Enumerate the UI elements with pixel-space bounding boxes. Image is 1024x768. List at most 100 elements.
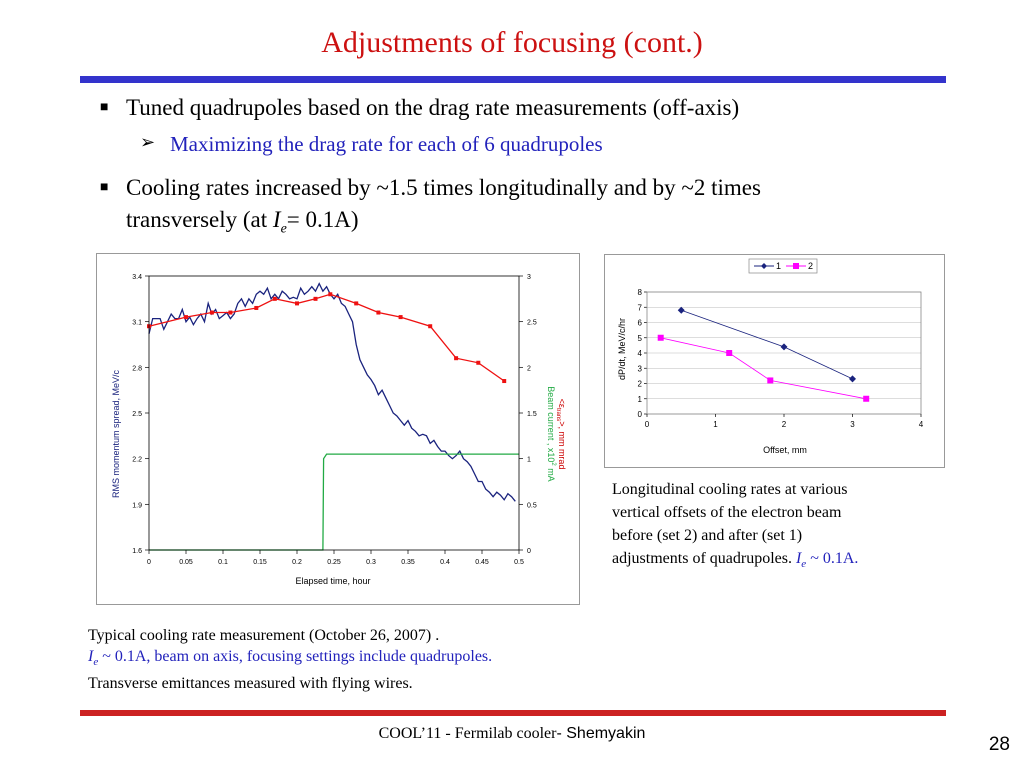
data-point [476, 360, 481, 365]
x-tick-label: 0.45 [475, 559, 489, 566]
y-axis-label: RMS momentum spread, MeV/c [111, 369, 121, 498]
bullet-2-line1: Cooling rates increased by ~1.5 times lo… [126, 175, 761, 200]
caption-r-line-4-text: adjustments of quadrupoles. [612, 550, 796, 567]
y2-tick-label: 0 [527, 548, 531, 555]
y-tick-label: 8 [638, 288, 643, 297]
caption-current-subscript: e [93, 656, 99, 669]
y-tick-label: 2.2 [132, 457, 142, 464]
footer-author: - Shemyakin [556, 725, 646, 742]
y2-tick-label: 1 [527, 457, 531, 464]
data-point [209, 310, 214, 315]
data-point [295, 301, 299, 306]
x-tick-label: 0.35 [401, 559, 415, 566]
caption-line-2-text: ~ 0.1A, beam on axis, focusing settings … [98, 648, 493, 665]
legend-label-1: 1 [776, 261, 781, 271]
y-tick-label: 4 [638, 349, 643, 358]
right-chart-caption: Longitudinal cooling rates at various ve… [612, 478, 942, 576]
data-point [502, 379, 507, 384]
caption-r-line-3: before (set 2) and after (set 1) [612, 527, 803, 544]
data-point-series-1 [849, 375, 856, 383]
caption-line-1: Typical cooling rate measurement (Octobe… [88, 627, 440, 644]
y2-tick-label: 2 [527, 365, 531, 372]
y-tick-label: 6 [638, 319, 643, 328]
legend: 1 2 [748, 258, 818, 274]
data-point [228, 310, 233, 315]
caption-r-line-1: Longitudinal cooling rates at various [612, 481, 848, 498]
x-tick-label: 2 [782, 420, 787, 429]
y2-label-sup: 2 [550, 462, 556, 466]
x-tick-label: 0.4 [440, 559, 450, 566]
y-tick-label: 1.6 [132, 548, 142, 555]
page-number: 28 [988, 734, 1010, 755]
y-tick-label: 2.5 [132, 411, 142, 418]
x-tick-label: 1 [713, 420, 718, 429]
bullet-2-line2-post: = 0.1A) [286, 207, 359, 232]
data-point-series-1 [677, 306, 685, 314]
caption-line-2: Ie ~ 0.1A, beam on axis, focusing settin… [88, 646, 492, 673]
y2-label-current-part1: Beam current , x10 [546, 386, 556, 462]
current-subscript: e [280, 221, 287, 237]
x-tick-label: 4 [919, 420, 924, 429]
x-axis-label: Offset, mm [763, 445, 807, 455]
x-tick-label: 0.2 [292, 559, 302, 566]
y-tick-label: 3.1 [132, 320, 142, 327]
data-point-series-2 [767, 377, 774, 384]
y2-label-current-part2: mA [546, 466, 556, 482]
footer-bar [80, 710, 946, 716]
plot-area [148, 275, 520, 551]
y2-axis-label-current: Beam current , x102 mA [546, 386, 556, 481]
y-tick-label: 7 [638, 303, 643, 312]
series-line-1 [681, 309, 853, 380]
footer: COOL’11 - Fermilab cooler- Shemyakin [0, 725, 1024, 743]
y2-axis-label-emittance: <εtrans>, mm mrad [555, 399, 567, 470]
y2-label-part2: >, mm mrad [557, 421, 567, 469]
x-axis-label: Elapsed time, hour [295, 576, 370, 586]
data-point [354, 301, 359, 306]
x-tick-label: 3 [850, 420, 855, 429]
data-point-series-1 [780, 343, 788, 351]
caption-current-symbol: I [88, 648, 94, 665]
data-point [272, 296, 277, 301]
data-point [184, 315, 188, 320]
caption-r-line-4: adjustments of quadrupoles. Ie ~ 0.1A. [612, 547, 942, 576]
current-symbol: I [272, 207, 281, 232]
x-tick-label: 0.05 [179, 559, 193, 566]
x-tick-label: 0.1 [218, 559, 228, 566]
y2-tick-label: 0.5 [527, 502, 537, 509]
cooling-rate-chart-frame: 0 0.05 0.1 0.15 0.2 0.25 0.3 0.35 0.4 0.45 0.5 1.6 1… [96, 253, 580, 605]
data-point [328, 292, 333, 297]
y2-label-part1: <ε [557, 399, 567, 408]
data-point [398, 315, 403, 320]
slide-title: Adjustments of focusing (cont.) [321, 26, 703, 59]
left-chart-caption: Typical cooling rate measurement (Octobe… [88, 625, 492, 694]
arrow-bullet-icon: ➢ [140, 132, 156, 152]
caption-r-current-value: ~ 0.1A. [806, 550, 859, 567]
legend-marker-1 [761, 263, 767, 269]
caption-r-current-subscript: e [801, 558, 807, 571]
sub-bullet-1: ➢ Maximizing the drag rate for each of 6… [140, 132, 603, 157]
y-tick-label: 5 [638, 334, 643, 343]
x-tick-label: 0.15 [253, 559, 267, 566]
x-tick-label: 0.5 [514, 559, 524, 566]
data-point-series-2 [726, 350, 733, 356]
bullet-1: ■ Tuned quadrupoles based on the drag ra… [100, 92, 740, 124]
y-tick-label: 1 [638, 395, 643, 404]
series-line-0 [148, 282, 516, 502]
bullet-1-text: Tuned quadrupoles based on the drag rate… [126, 95, 740, 120]
bullet-2-line2-pre: transversely (at [126, 207, 273, 232]
legend-marker-2 [793, 263, 799, 269]
y-tick-label: 1.9 [132, 502, 142, 509]
y-tick-label: 0 [638, 410, 643, 419]
data-point-series-2 [657, 334, 664, 341]
data-point [313, 296, 318, 301]
cooling-rate-chart: 0 0.05 0.1 0.15 0.2 0.25 0.3 0.35 0.4 0.45 0.5 1.6 1… [111, 274, 567, 586]
data-point [454, 356, 459, 361]
y-tick-label: 2 [638, 380, 643, 389]
data-point-series-2 [863, 395, 870, 402]
y2-label-sub: trans [555, 408, 561, 421]
y2-tick-label: 2.5 [527, 320, 537, 327]
data-point [428, 324, 433, 329]
caption-r-current-symbol: I [795, 550, 802, 567]
drag-rate-chart-frame: 0 1 2 3 4 5 6 7 8 0 1 2 3 4 Offset, mm dP/dt, MeV/c/h… [604, 254, 945, 468]
y-tick-label: 3.4 [132, 274, 142, 281]
